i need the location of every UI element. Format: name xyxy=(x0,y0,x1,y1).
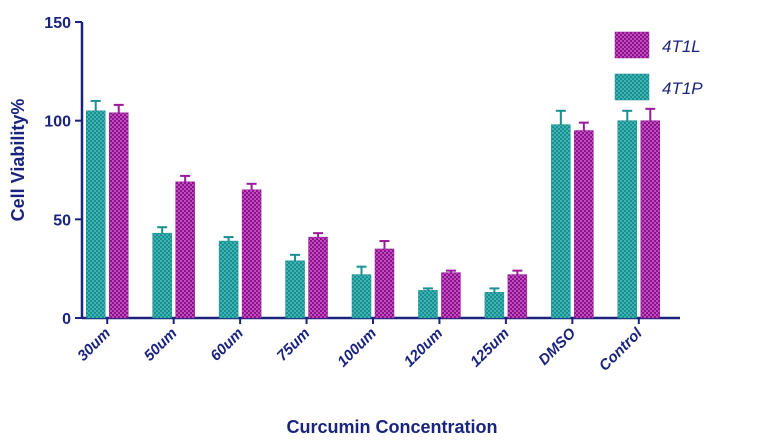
y-tick-label: 0 xyxy=(62,311,71,328)
x-tick-label: 125um xyxy=(467,325,513,371)
bar-4t1l-60um xyxy=(241,189,262,319)
bar-4t1l-100um xyxy=(374,248,395,319)
y-tick-label: 50 xyxy=(53,212,71,229)
x-tick-label: DMSO xyxy=(535,325,579,369)
y-axis: 0 50 100 150 xyxy=(44,15,84,328)
category-labels: 30um 50um 60um 75um 100um 120um 125um DMSO Contr… xyxy=(74,324,646,374)
bar-4t1p-dmso xyxy=(551,124,571,319)
legend-swatch-4t1p xyxy=(614,73,650,101)
bar-4t1p-75um xyxy=(285,260,305,319)
bar-4t1l-control xyxy=(640,120,661,319)
y-tick-label: 150 xyxy=(44,15,71,32)
x-tick-label: 50um xyxy=(141,325,181,365)
bar-4t1l-75um xyxy=(308,236,328,319)
bar-4t1p-100um xyxy=(351,274,372,319)
x-tick-label: 60um xyxy=(207,325,247,365)
x-tick-label: 120um xyxy=(401,325,447,371)
legend-label-4t1p: 4T1P xyxy=(662,79,703,98)
x-tick-label: 30um xyxy=(74,325,114,365)
bar-4t1p-120um xyxy=(418,290,438,319)
bar-4t1p-50um xyxy=(152,232,172,319)
legend: 4T1L 4T1P xyxy=(614,31,703,101)
bar-4t1l-50um xyxy=(175,181,195,319)
legend-swatch-4t1l xyxy=(614,31,650,59)
x-tick-label: 100um xyxy=(334,325,380,371)
x-axis xyxy=(82,316,680,324)
x-tick-label: Control xyxy=(596,324,646,374)
bar-4t1l-dmso xyxy=(574,130,594,319)
bars xyxy=(85,99,661,319)
y-axis-title: Cell Viability% xyxy=(8,99,28,222)
legend-label-4t1l: 4T1L xyxy=(662,37,701,56)
bar-4t1p-60um xyxy=(218,240,239,319)
bar-4t1l-125um xyxy=(507,274,528,319)
bar-4t1p-125um xyxy=(484,292,505,319)
bar-4t1p-control xyxy=(617,120,638,319)
bar-4t1l-30um xyxy=(108,112,129,319)
bar-4t1p-30um xyxy=(85,110,106,319)
bar-4t1l-120um xyxy=(441,272,461,319)
x-tick-label: 75um xyxy=(274,325,314,365)
y-tick-label: 100 xyxy=(44,114,71,131)
x-axis-title: Curcumin Concentration xyxy=(286,417,497,437)
